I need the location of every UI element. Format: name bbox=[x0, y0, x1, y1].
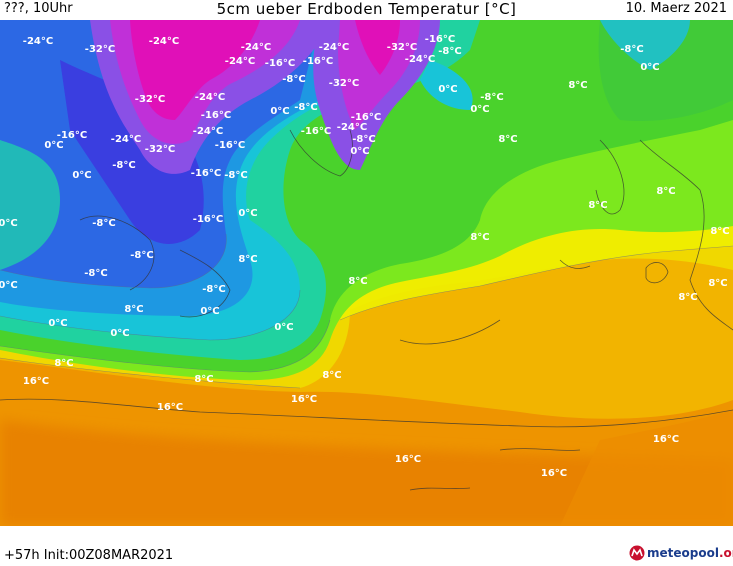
temperature-label: 0°C bbox=[438, 84, 457, 95]
temperature-label: -24°C bbox=[337, 122, 367, 133]
temperature-label: -24°C bbox=[111, 134, 141, 145]
temperature-label: -16°C bbox=[303, 56, 333, 67]
temperature-label: 8°C bbox=[498, 134, 517, 145]
temperature-label: 0°C bbox=[48, 318, 67, 329]
temperature-labels: -24°C-32°C-24°C-24°C-24°C -16°C -16°C-24°C… bbox=[0, 34, 730, 479]
temperature-label: -16°C bbox=[425, 34, 455, 45]
temperature-label: 16°C bbox=[157, 402, 183, 413]
temperature-label: -32°C bbox=[329, 78, 359, 89]
temperature-label: 16°C bbox=[23, 376, 49, 387]
temperature-label: -8°C bbox=[438, 46, 461, 57]
temperature-label: 0°C bbox=[72, 170, 91, 181]
temperature-label: 8°C bbox=[124, 304, 143, 315]
temperature-label: -24°C bbox=[149, 36, 179, 47]
temperature-label: 16°C bbox=[541, 468, 567, 479]
temperature-label: -32°C bbox=[145, 144, 175, 155]
temperature-label: -8°C bbox=[480, 92, 503, 103]
temperature-label: -16°C bbox=[265, 58, 295, 69]
temperature-label: 0°C bbox=[0, 280, 18, 291]
temperature-label: 16°C bbox=[291, 394, 317, 405]
temperature-label: -32°C bbox=[85, 44, 115, 55]
temperature-label: 8°C bbox=[322, 370, 341, 381]
temperature-label: 0°C bbox=[200, 306, 219, 317]
temperature-label: 0°C bbox=[274, 322, 293, 333]
init-time-label: +57h Init:00Z08MAR2021 bbox=[4, 548, 174, 563]
temperature-label: 0°C bbox=[44, 140, 63, 151]
temperature-label: -24°C bbox=[225, 56, 255, 67]
temperature-label: -8°C bbox=[620, 44, 643, 55]
temperature-label: -8°C bbox=[282, 74, 305, 85]
temperature-label: 0°C bbox=[0, 218, 18, 229]
forecast-date-label: 10. Maerz 2021 bbox=[625, 1, 727, 16]
temperature-label: 8°C bbox=[194, 374, 213, 385]
temperature-label: 0°C bbox=[110, 328, 129, 339]
logo-text: meteopool.org bbox=[647, 546, 733, 560]
temperature-label: 8°C bbox=[588, 200, 607, 211]
temperature-label: -8°C bbox=[224, 170, 247, 181]
temperature-label: 8°C bbox=[678, 292, 697, 303]
temperature-label: -16°C bbox=[191, 168, 221, 179]
temperature-label: 16°C bbox=[653, 434, 679, 445]
temperature-label: 0°C bbox=[640, 62, 659, 73]
temperature-label: 0°C bbox=[350, 146, 369, 157]
temperature-label: -8°C bbox=[92, 218, 115, 229]
map-footer: +57h Init:00Z08MAR2021 bbox=[0, 526, 733, 566]
temperature-label: -16°C bbox=[57, 130, 87, 141]
temperature-label: 0°C bbox=[238, 208, 257, 219]
temperature-label: -16°C bbox=[351, 112, 381, 123]
temperature-label: 0°C bbox=[270, 106, 289, 117]
temperature-label: 0°C bbox=[470, 104, 489, 115]
temperature-label: 8°C bbox=[710, 226, 729, 237]
temperature-label: -8°C bbox=[202, 284, 225, 295]
temperature-label: -8°C bbox=[130, 250, 153, 261]
temperature-label: -16°C bbox=[193, 214, 223, 225]
temperature-label: -24°C bbox=[23, 36, 53, 47]
temperature-label: -24°C bbox=[405, 54, 435, 65]
temperature-label: -16°C bbox=[201, 110, 231, 121]
temperature-label: 8°C bbox=[656, 186, 675, 197]
temperature-label: -16°C bbox=[215, 140, 245, 151]
temperature-label: -24°C bbox=[193, 126, 223, 137]
map-header: ???, 10Uhr 5cm ueber Erdboden Temperatur… bbox=[0, 0, 733, 20]
isotherm-lines bbox=[0, 233, 733, 389]
temperature-label: -8°C bbox=[294, 102, 317, 113]
logo-icon bbox=[629, 545, 645, 561]
temperature-label: 8°C bbox=[568, 80, 587, 91]
temperature-label: -32°C bbox=[387, 42, 417, 53]
temperature-label: -16°C bbox=[301, 126, 331, 137]
temperature-label: 8°C bbox=[708, 278, 727, 289]
temperature-label: -8°C bbox=[112, 160, 135, 171]
temperature-label: 16°C bbox=[395, 454, 421, 465]
temperature-label: -24°C bbox=[319, 42, 349, 53]
temperature-label: -32°C bbox=[135, 94, 165, 105]
temperature-map: -24°C-32°C-24°C-24°C-24°C -16°C -16°C-24°C… bbox=[0, 20, 733, 526]
temperature-label: 8°C bbox=[54, 358, 73, 369]
temperature-label: -24°C bbox=[195, 92, 225, 103]
temperature-fields bbox=[0, 20, 733, 526]
temperature-label: 8°C bbox=[348, 276, 367, 287]
temperature-label: -24°C bbox=[241, 42, 271, 53]
temperature-label: -8°C bbox=[352, 134, 375, 145]
temperature-label: 8°C bbox=[238, 254, 257, 265]
map-title: 5cm ueber Erdboden Temperatur [°C] bbox=[216, 0, 517, 18]
temperature-label: 8°C bbox=[470, 232, 489, 243]
coastlines bbox=[0, 129, 733, 491]
forecast-time-label: ???, 10Uhr bbox=[4, 1, 73, 16]
temperature-label: -8°C bbox=[84, 268, 107, 279]
